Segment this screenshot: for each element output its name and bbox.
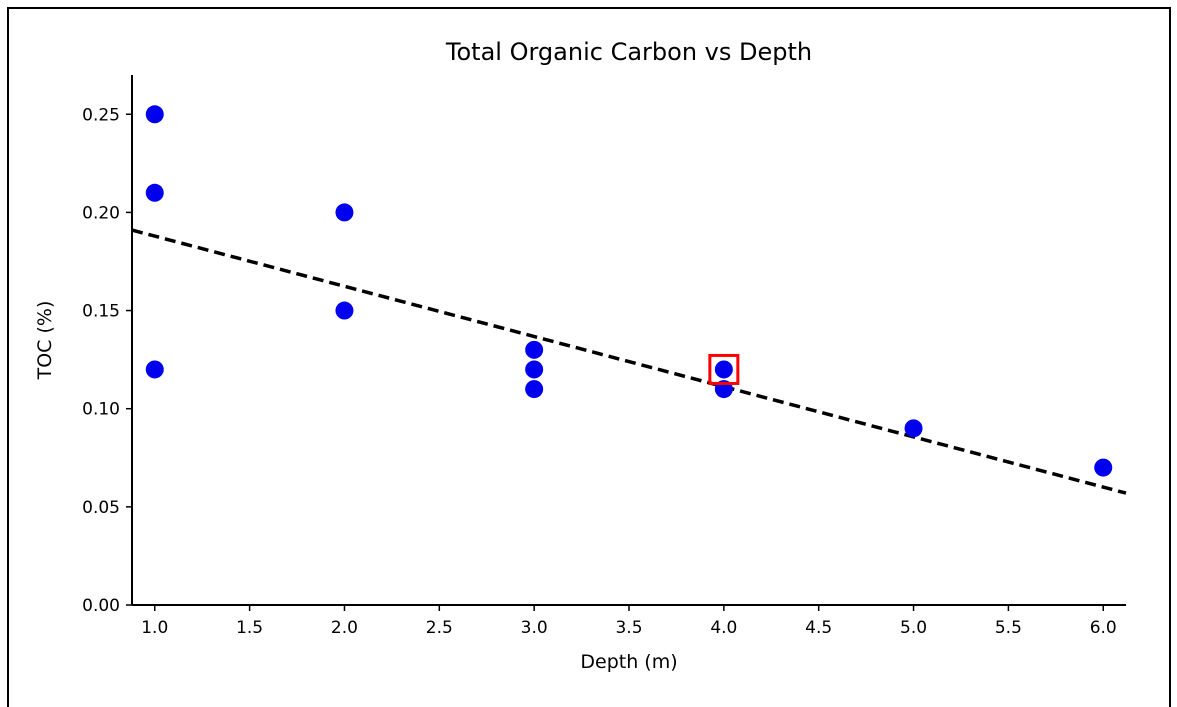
y-ticks: 0.00 0.05 0.10 0.15 0.20 0.25 [82, 105, 132, 616]
x-tick-label: 3.5 [615, 618, 642, 638]
data-point [145, 183, 164, 202]
x-tick-label: 2.5 [426, 618, 453, 638]
chart-title: Total Organic Carbon vs Depth [445, 38, 812, 66]
data-points [145, 105, 1113, 477]
data-point [525, 340, 544, 359]
data-point [335, 203, 354, 222]
y-tick-label: 0.20 [82, 203, 120, 223]
trendline [131, 228, 1127, 495]
y-tick-label: 0.00 [82, 596, 120, 616]
data-point [525, 360, 544, 379]
highlight-box [708, 353, 740, 385]
data-point [1094, 458, 1113, 477]
data-point [335, 301, 354, 320]
x-tick-label: 6.0 [1090, 618, 1117, 638]
data-point [714, 360, 733, 379]
x-tick-label: 5.5 [995, 618, 1022, 638]
x-tick-label: 2.0 [331, 618, 358, 638]
x-tick-label: 5.0 [900, 618, 927, 638]
x-ticks: 1.0 1.5 2.0 2.5 3.0 3.5 4.0 4.5 5.0 5.5 6.0 [141, 605, 1117, 638]
y-tick-label: 0.10 [82, 400, 120, 420]
x-tick-label: 3.0 [521, 618, 548, 638]
chart-frame [7, 7, 1171, 707]
x-tick-label: 1.5 [236, 618, 263, 638]
x-axis-title: Depth (m) [580, 651, 677, 673]
y-axis-title: TOC (%) [34, 301, 56, 381]
x-tick-label: 1.0 [141, 618, 168, 638]
data-point [525, 380, 544, 399]
y-tick-label: 0.15 [82, 302, 120, 322]
data-point [145, 105, 164, 124]
y-tick-label: 0.05 [82, 498, 120, 518]
x-tick-label: 4.5 [805, 618, 832, 638]
axes [131, 75, 1126, 606]
highlight-group [708, 353, 740, 385]
x-tick-label: 4.0 [710, 618, 737, 638]
trendline-group [131, 228, 1127, 495]
data-point [145, 360, 164, 379]
data-point [904, 419, 923, 438]
y-tick-label: 0.25 [82, 105, 120, 125]
